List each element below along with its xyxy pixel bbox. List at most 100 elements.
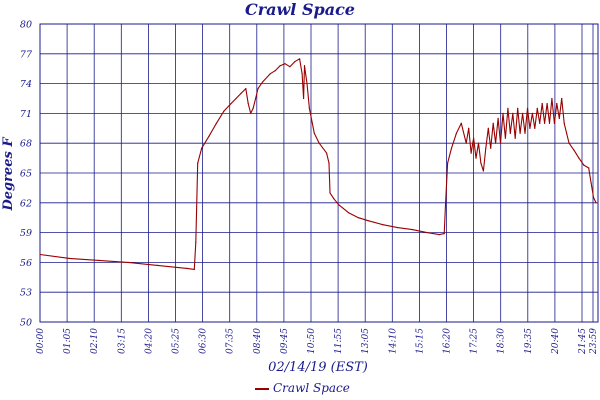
data-point <box>470 152 472 154</box>
data-point <box>497 117 499 119</box>
data-point <box>504 137 506 139</box>
data-point <box>338 204 340 206</box>
x-tick-label: 06:30 <box>199 328 209 354</box>
y-tick-label: 80 <box>20 20 32 31</box>
y-tick-label: 59 <box>20 228 32 239</box>
data-point <box>447 162 449 164</box>
y-tick-labels: 50 53 56 59 62 65 68 71 74 77 80 <box>20 20 33 329</box>
x-tick-label: 09:45 <box>280 328 290 354</box>
data-point <box>303 97 305 100</box>
y-tick-label: 77 <box>20 49 33 60</box>
y-tick-label: 71 <box>20 109 32 120</box>
y-tick-label: 68 <box>20 139 32 150</box>
data-point <box>556 102 558 105</box>
data-point <box>328 162 330 164</box>
chart-title: Crawl Space <box>245 0 355 19</box>
data-point <box>507 107 509 109</box>
data-point <box>468 127 470 129</box>
data-point <box>274 70 276 72</box>
data-point <box>411 229 413 231</box>
y-tick-label: 53 <box>20 288 32 299</box>
data-point <box>495 142 497 144</box>
y-tick-label: 50 <box>20 318 32 329</box>
data-point <box>255 97 257 100</box>
data-point <box>443 233 445 235</box>
data-point <box>544 122 546 124</box>
data-point <box>541 102 543 105</box>
y-tick-label: 62 <box>20 198 32 209</box>
data-point <box>284 63 286 65</box>
data-point <box>329 192 331 194</box>
data-point <box>524 132 526 134</box>
data-point <box>39 253 41 256</box>
data-point <box>98 259 100 261</box>
series-line <box>39 58 597 270</box>
data-point <box>318 142 320 144</box>
x-tick-label: 02:10 <box>90 328 100 354</box>
data-point <box>299 58 301 60</box>
y-axis-label: Degrees F <box>1 137 16 212</box>
x-tick-label: 19:35 <box>524 328 534 354</box>
data-point <box>357 217 359 219</box>
y-tick-label: 74 <box>20 79 32 90</box>
data-point <box>333 198 335 200</box>
x-tick-label: 10:50 <box>307 328 317 354</box>
x-tick-label: 13:05 <box>361 328 371 354</box>
data-point <box>563 122 565 124</box>
series-layer <box>39 58 597 270</box>
x-tick-label: 01:05 <box>63 328 73 354</box>
data-point <box>595 202 597 204</box>
data-point <box>502 112 504 114</box>
data-point <box>382 224 384 226</box>
data-point <box>460 122 462 124</box>
data-point <box>568 142 570 144</box>
data-point <box>573 149 575 151</box>
data-point <box>208 135 210 137</box>
x-tick-label: 21:45 <box>578 328 588 355</box>
data-point <box>558 117 560 119</box>
data-point <box>313 132 315 134</box>
data-point <box>531 112 534 114</box>
data-point <box>223 110 225 112</box>
data-point <box>522 112 524 114</box>
data-point <box>475 157 477 159</box>
data-point <box>583 164 585 166</box>
data-point <box>485 147 487 149</box>
data-point <box>548 122 551 124</box>
data-point <box>306 83 308 85</box>
data-point <box>517 107 519 109</box>
y-tick-label: 65 <box>20 169 32 180</box>
x-tick-label: 15:15 <box>415 328 425 354</box>
data-point <box>473 137 475 139</box>
data-point <box>450 147 453 149</box>
x-tick-label: 14:10 <box>388 328 398 354</box>
data-point <box>480 162 482 164</box>
x-tick-label: 03:15 <box>117 328 127 354</box>
data-point <box>561 97 563 100</box>
legend-swatch <box>255 387 269 390</box>
data-point <box>326 152 328 154</box>
x-tick-label: 07:35 <box>226 328 236 354</box>
data-point <box>546 102 548 105</box>
data-point <box>499 142 502 144</box>
data-point <box>492 122 494 124</box>
data-point <box>593 197 595 199</box>
data-point <box>529 127 531 129</box>
x-axis-label: 02/14/19 (EST) <box>268 360 368 375</box>
data-point <box>512 112 514 114</box>
data-point <box>553 122 556 124</box>
data-point <box>519 132 521 134</box>
data-point <box>534 127 536 129</box>
data-point <box>294 61 296 63</box>
data-point <box>588 167 590 169</box>
data-point <box>257 88 259 90</box>
data-point <box>303 65 306 67</box>
x-tick-label: 23:59 <box>589 328 599 355</box>
data-point <box>514 137 516 139</box>
data-point <box>235 97 237 100</box>
data-point <box>245 88 247 90</box>
data-point <box>215 122 217 124</box>
data-point <box>426 232 428 234</box>
data-point <box>186 267 188 269</box>
